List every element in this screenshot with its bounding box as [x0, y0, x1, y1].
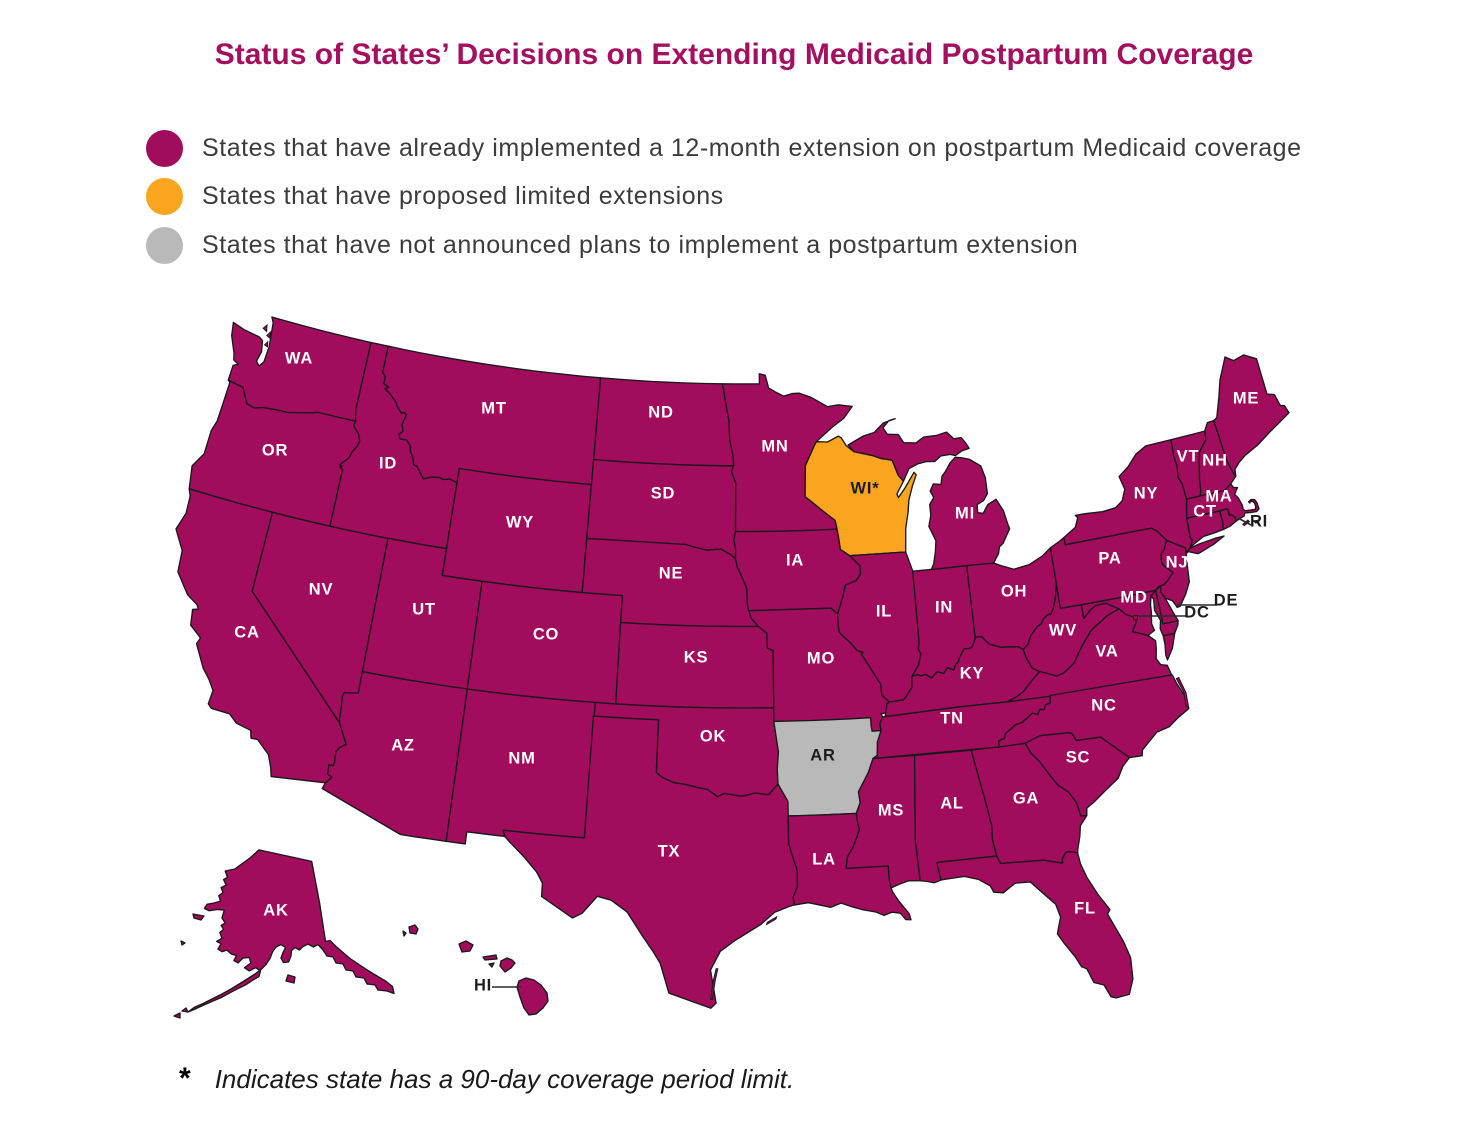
svg-text:OK: OK	[700, 727, 726, 745]
svg-text:MT: MT	[481, 399, 506, 417]
svg-text:WI*: WI*	[851, 479, 880, 497]
svg-text:MN: MN	[761, 437, 788, 455]
svg-text:MA: MA	[1205, 487, 1232, 505]
svg-text:OH: OH	[1001, 582, 1027, 600]
svg-text:WV: WV	[1049, 621, 1077, 639]
svg-text:KY: KY	[960, 664, 985, 682]
svg-text:MD: MD	[1120, 588, 1147, 606]
svg-text:CO: CO	[533, 625, 559, 643]
svg-text:TN: TN	[940, 709, 964, 727]
svg-text:SD: SD	[651, 484, 676, 502]
svg-text:AR: AR	[810, 746, 835, 764]
svg-text:IL: IL	[876, 602, 892, 620]
svg-text:VA: VA	[1095, 642, 1118, 660]
svg-text:ID: ID	[379, 454, 397, 472]
svg-text:MI: MI	[955, 504, 975, 522]
svg-text:MS: MS	[878, 801, 904, 819]
svg-text:WA: WA	[285, 349, 313, 367]
svg-text:HI: HI	[474, 976, 492, 994]
svg-text:LA: LA	[812, 850, 836, 868]
svg-text:DE: DE	[1214, 591, 1239, 609]
svg-text:NV: NV	[309, 580, 334, 598]
svg-text:UT: UT	[412, 600, 436, 618]
svg-text:WY: WY	[506, 513, 534, 531]
svg-text:NE: NE	[659, 564, 684, 582]
svg-text:IN: IN	[935, 598, 953, 616]
svg-text:ND: ND	[648, 403, 673, 421]
svg-text:CA: CA	[234, 623, 259, 641]
svg-text:NY: NY	[1134, 484, 1159, 502]
svg-text:AZ: AZ	[391, 736, 415, 754]
svg-text:AK: AK	[263, 901, 288, 919]
svg-text:CT: CT	[1193, 502, 1217, 520]
svg-text:NM: NM	[508, 749, 535, 767]
svg-text:RI: RI	[1250, 512, 1268, 530]
svg-text:NJ: NJ	[1166, 553, 1189, 571]
svg-text:OR: OR	[262, 441, 288, 459]
svg-text:ME: ME	[1233, 389, 1259, 407]
svg-text:PA: PA	[1098, 549, 1121, 567]
svg-text:KS: KS	[684, 648, 709, 666]
svg-text:NH: NH	[1202, 451, 1227, 469]
svg-text:AL: AL	[940, 794, 964, 812]
svg-text:VT: VT	[1177, 447, 1200, 465]
svg-text:FL: FL	[1074, 899, 1096, 917]
svg-text:TX: TX	[658, 842, 681, 860]
svg-text:DC: DC	[1184, 603, 1209, 621]
svg-text:MO: MO	[807, 649, 835, 667]
svg-text:SC: SC	[1066, 748, 1091, 766]
svg-text:GA: GA	[1013, 789, 1039, 807]
svg-text:NC: NC	[1091, 696, 1116, 714]
svg-text:IA: IA	[786, 551, 804, 569]
